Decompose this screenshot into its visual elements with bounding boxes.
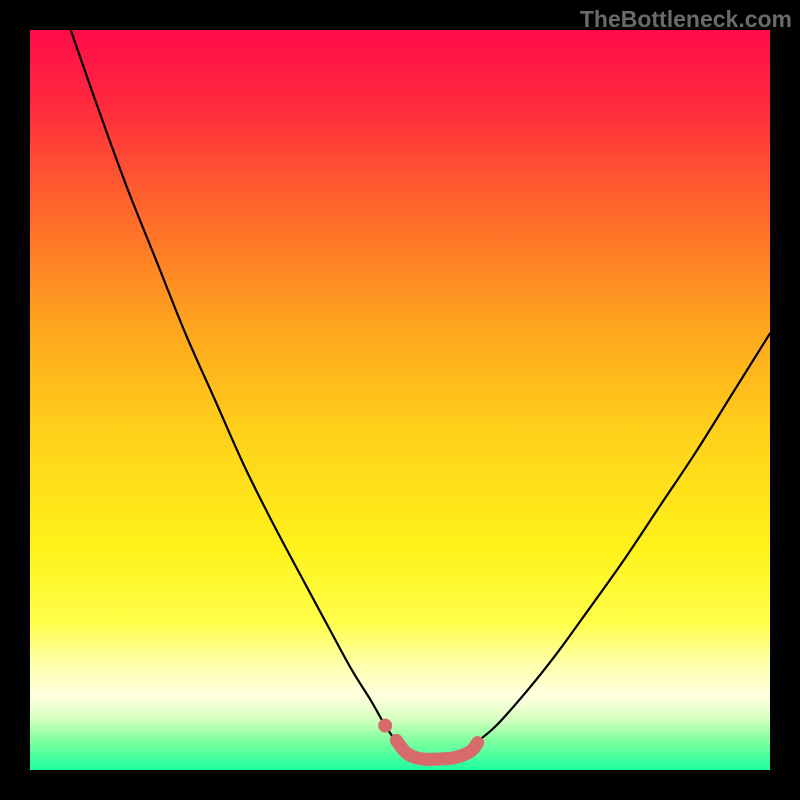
chart-svg bbox=[0, 0, 800, 800]
plot-background bbox=[30, 30, 770, 770]
marker-start-dot bbox=[378, 719, 392, 733]
watermark-text: TheBottleneck.com bbox=[580, 6, 792, 33]
chart-container: TheBottleneck.com bbox=[0, 0, 800, 800]
